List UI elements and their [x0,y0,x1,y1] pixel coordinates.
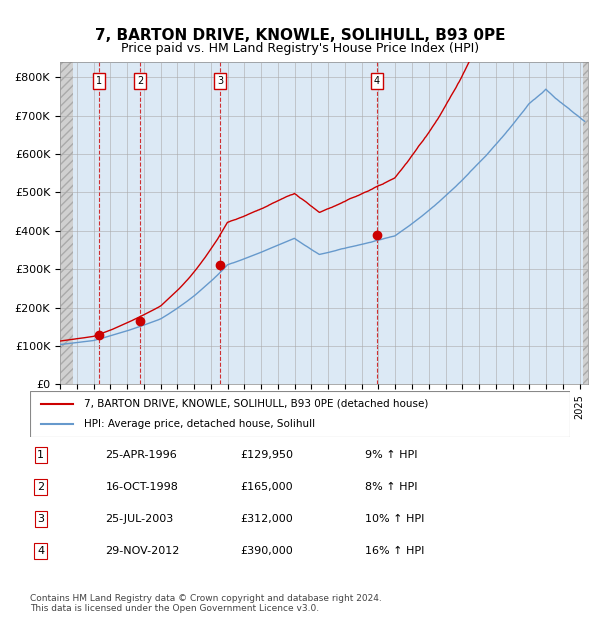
Text: 4: 4 [37,546,44,556]
Text: 25-APR-1996: 25-APR-1996 [106,450,178,460]
Text: £390,000: £390,000 [241,546,293,556]
Text: 2: 2 [137,76,143,86]
Text: Contains HM Land Registry data © Crown copyright and database right 2024.
This d: Contains HM Land Registry data © Crown c… [30,594,382,613]
Text: 4: 4 [374,76,380,86]
Text: 29-NOV-2012: 29-NOV-2012 [106,546,180,556]
Text: 3: 3 [37,514,44,524]
Text: 9% ↑ HPI: 9% ↑ HPI [365,450,418,460]
Text: 16-OCT-1998: 16-OCT-1998 [106,482,178,492]
Text: 2: 2 [37,482,44,492]
Text: £312,000: £312,000 [241,514,293,524]
Text: Price paid vs. HM Land Registry's House Price Index (HPI): Price paid vs. HM Land Registry's House … [121,42,479,55]
Text: 8% ↑ HPI: 8% ↑ HPI [365,482,418,492]
Text: 25-JUL-2003: 25-JUL-2003 [106,514,174,524]
FancyBboxPatch shape [30,391,570,437]
Text: 1: 1 [96,76,102,86]
Text: 7, BARTON DRIVE, KNOWLE, SOLIHULL, B93 0PE (detached house): 7, BARTON DRIVE, KNOWLE, SOLIHULL, B93 0… [84,399,428,409]
Text: 10% ↑ HPI: 10% ↑ HPI [365,514,424,524]
Text: £165,000: £165,000 [241,482,293,492]
Text: £129,950: £129,950 [241,450,293,460]
Text: 16% ↑ HPI: 16% ↑ HPI [365,546,424,556]
Text: 1: 1 [37,450,44,460]
Text: 7, BARTON DRIVE, KNOWLE, SOLIHULL, B93 0PE: 7, BARTON DRIVE, KNOWLE, SOLIHULL, B93 0… [95,28,505,43]
Text: 3: 3 [217,76,223,86]
Text: HPI: Average price, detached house, Solihull: HPI: Average price, detached house, Soli… [84,419,315,429]
